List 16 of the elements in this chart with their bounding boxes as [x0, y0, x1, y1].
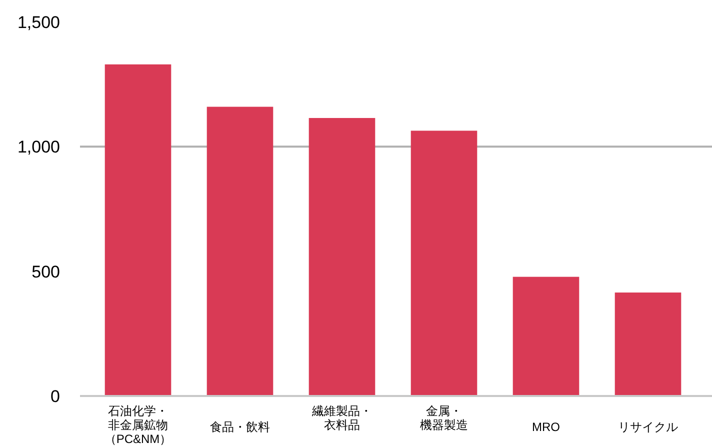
bar: [410, 130, 478, 396]
x-tick-label: 食品・飲料: [210, 420, 270, 434]
y-tick-label: 1,000: [17, 138, 60, 157]
y-tick-label: 0: [50, 387, 60, 406]
bar: [206, 106, 274, 396]
y-tick-label: 1,500: [17, 13, 60, 32]
x-tick-label: 金属・機器製造: [420, 404, 468, 432]
y-tick-label: 500: [32, 262, 60, 282]
x-tick-label: 石油化学・非金属鉱物（PC&NM）: [104, 404, 172, 446]
bar: [512, 276, 580, 396]
bar: [614, 292, 682, 396]
x-tick-label: MRO: [532, 420, 560, 434]
x-tick-label: リサイクル: [618, 420, 678, 434]
bar: [104, 64, 172, 396]
bar: [308, 118, 376, 396]
x-tick-label: 繊維製品・衣料品: [311, 404, 372, 432]
